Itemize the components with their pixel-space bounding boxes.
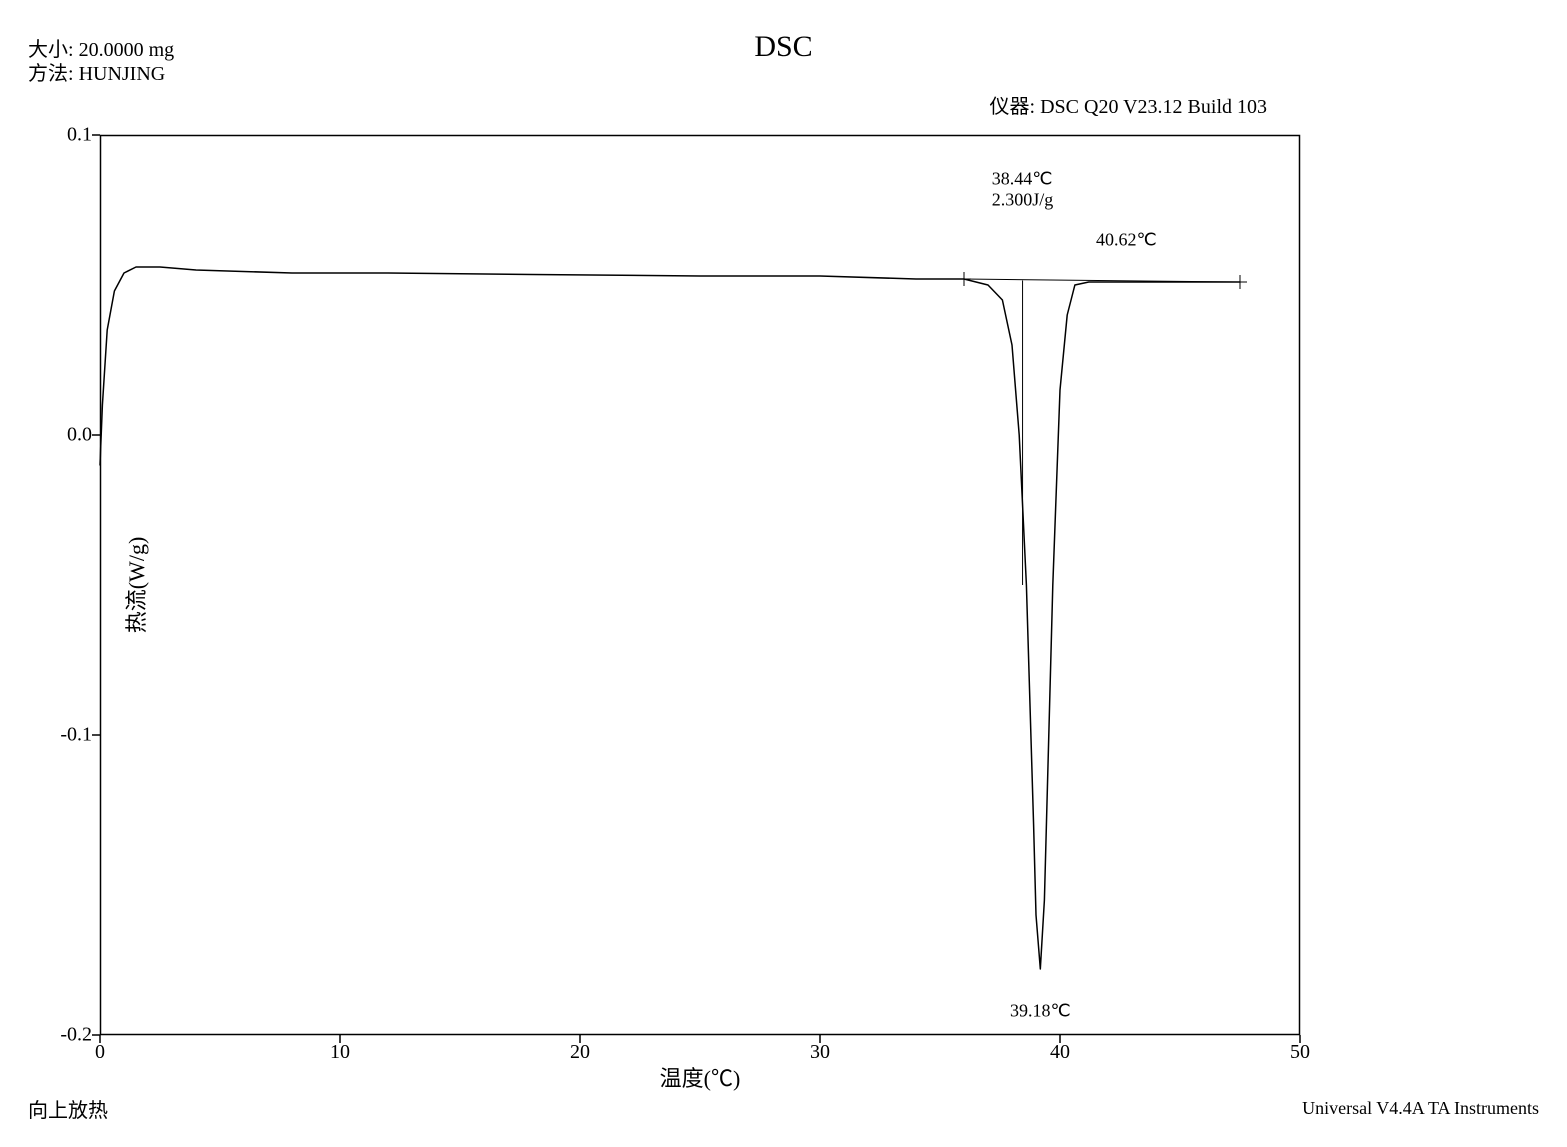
x-tick-label: 20 xyxy=(570,1041,590,1064)
y-axis-label: 热流(W/g) xyxy=(119,537,151,634)
y-tick-label: 0.0 xyxy=(67,424,92,447)
annotation-onset: 38.44℃2.300J/g xyxy=(992,168,1054,209)
chart-title: DSC xyxy=(754,30,812,64)
y-tick-label: -0.2 xyxy=(60,1024,92,1047)
x-tick-label: 50 xyxy=(1290,1041,1310,1064)
footer-left: 向上放热 xyxy=(28,1094,108,1123)
x-tick-label: 10 xyxy=(330,1041,350,1064)
header-meta-right: 仪器: DSC Q20 V23.12 Build 103 xyxy=(990,90,1267,119)
instrument-label: 仪器: xyxy=(990,96,1036,118)
y-tick-label: -0.1 xyxy=(60,724,92,747)
size-label: 大小: xyxy=(28,39,74,61)
method-value: HUNJING xyxy=(79,63,166,85)
dsc-line-chart xyxy=(100,135,1300,1035)
method-row: 方法: HUNJING xyxy=(28,62,174,86)
size-row: 大小: 20.0000 mg xyxy=(28,38,174,62)
x-tick-label: 0 xyxy=(95,1041,105,1064)
y-tick-label: 0.1 xyxy=(67,124,92,147)
footer-right: Universal V4.4A TA Instruments xyxy=(1302,1098,1539,1119)
x-tick-label: 30 xyxy=(810,1041,830,1064)
x-axis-label: 温度(℃) xyxy=(660,1061,741,1093)
instrument-value: DSC Q20 V23.12 Build 103 xyxy=(1040,96,1267,118)
size-value: 20.0000 mg xyxy=(79,39,175,61)
header-meta-left: 大小: 20.0000 mg 方法: HUNJING xyxy=(28,38,174,86)
page-root: 大小: 20.0000 mg 方法: HUNJING DSC 仪器: DSC Q… xyxy=(0,0,1567,1147)
x-tick-label: 40 xyxy=(1050,1041,1070,1064)
annotation-peak: 39.18℃ xyxy=(1010,1001,1071,1022)
method-label: 方法: xyxy=(28,63,74,85)
chart-area: 热流(W/g) 温度(℃) 01020304050-0.2-0.10.00.13… xyxy=(100,135,1300,1035)
annotation-end: 40.62℃ xyxy=(1096,230,1157,251)
